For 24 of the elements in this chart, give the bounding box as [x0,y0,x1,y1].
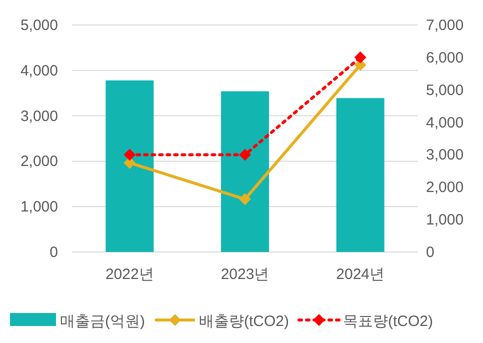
x-tick-label: 2022년 [105,266,154,283]
y2-tick-label: 3,000 [426,146,464,164]
y2-tick-label: 1,000 [426,212,464,229]
y-tick-label: 0 [50,244,58,261]
point [239,193,251,206]
point [124,148,136,161]
y2-tick-label: 7,000 [426,17,464,34]
point [354,51,366,64]
x-tick-label: 2023년 [220,266,270,283]
legend-label: 배출량(tCO2) [199,313,290,330]
y2-tick-label: 6,000 [426,49,464,66]
y2-tick-label: 2,000 [426,179,464,196]
y2-tick-label: 0 [426,244,434,261]
legend-label: 목표량(tCO2) [343,313,434,330]
y-tick-label: 3,000 [20,108,58,125]
y2-tick-label: 5,000 [426,82,464,99]
y-tick-label: 5,000 [20,17,58,34]
y-tick-label: 4,000 [20,62,58,80]
x-tick-label: 2024년 [336,266,385,283]
legend-label: 매출금(억원) [60,313,145,330]
y2-tick-label: 4,000 [426,114,464,132]
y-tick-label: 1,000 [20,198,58,216]
y-tick-label: 2,000 [20,153,58,170]
point [239,148,251,161]
